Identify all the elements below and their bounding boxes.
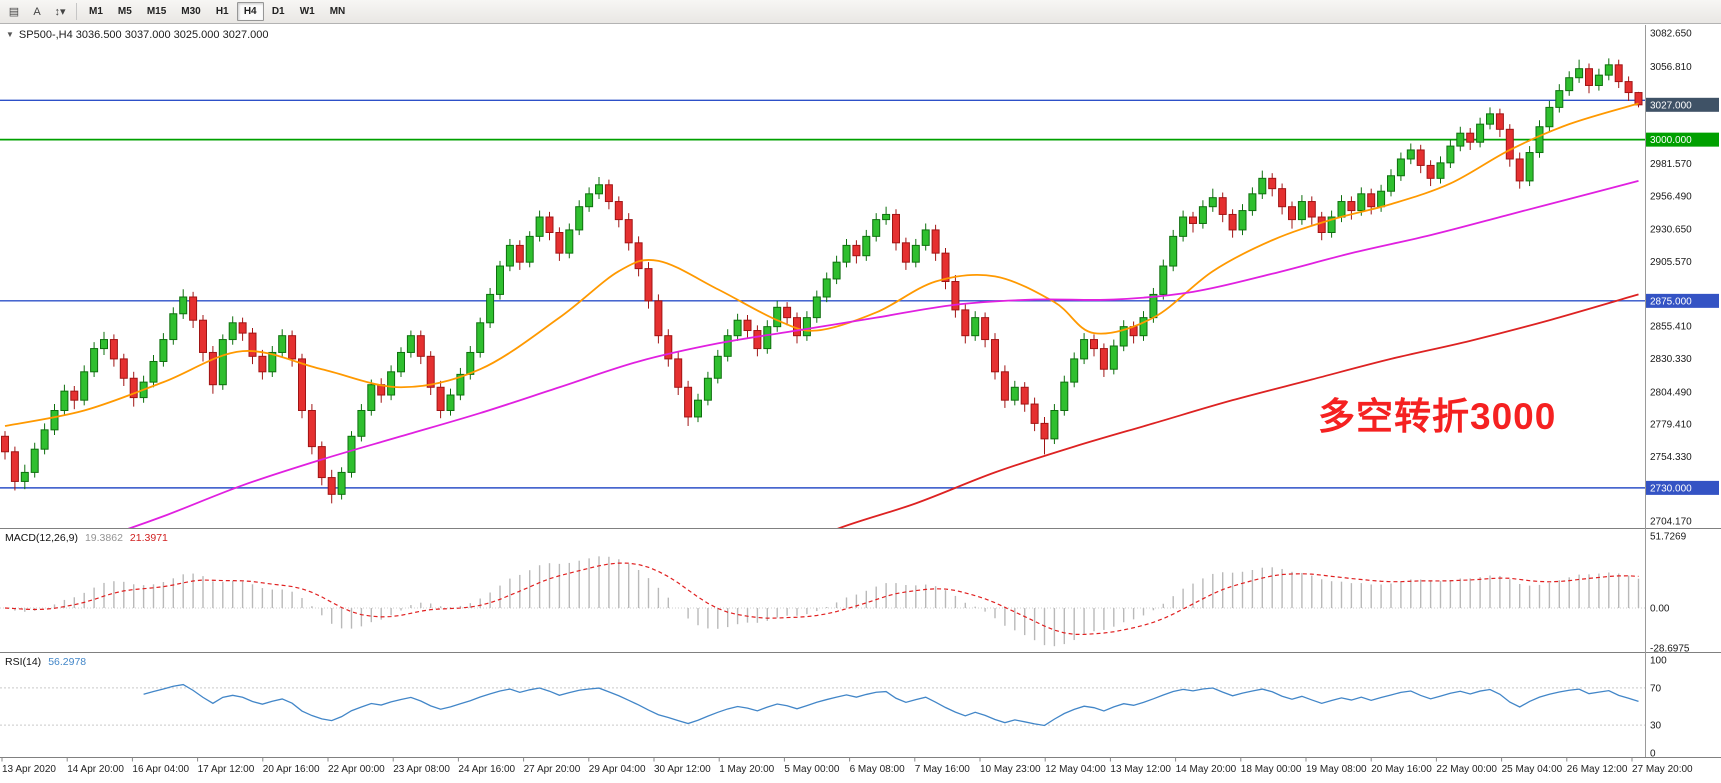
timeframe-H4[interactable]: H4 (236, 2, 264, 21)
svg-text:18 May 00:00: 18 May 00:00 (1241, 764, 1302, 775)
timeframe-M1[interactable]: M1 (82, 2, 110, 21)
svg-text:3027.000: 3027.000 (1650, 100, 1692, 111)
svg-text:12 May 04:00: 12 May 04:00 (1045, 764, 1106, 775)
svg-text:2830.330: 2830.330 (1650, 354, 1692, 365)
toolbar: ▤ A ↕▾ M1 M5 M15 M30 H1 H4 D1 W1 MN (0, 0, 1721, 24)
cursor-mode-icon[interactable]: A (26, 2, 48, 22)
moving-average-slow (837, 293, 1639, 528)
time-axis[interactable]: 13 Apr 2020 14 Apr 20:00 16 Apr 04:00 17 Ap… (1, 757, 1693, 776)
svg-text:2875.000: 2875.000 (1650, 296, 1692, 307)
svg-text:10 May 23:00: 10 May 23:00 (980, 764, 1041, 775)
svg-text:22 Apr 00:00: 22 Apr 00:00 (328, 764, 385, 775)
svg-text:5 May 00:00: 5 May 00:00 (784, 764, 839, 775)
svg-text:2704.170: 2704.170 (1650, 517, 1692, 528)
svg-text:26 May 12:00: 26 May 12:00 (1567, 764, 1628, 775)
macd-pane (4, 556, 1640, 647)
moving-average-mid (128, 180, 1639, 528)
svg-text:2730.000: 2730.000 (1650, 483, 1692, 494)
svg-text:6 May 08:00: 6 May 08:00 (850, 764, 905, 775)
svg-text:27 May 20:00: 27 May 20:00 (1632, 764, 1693, 775)
timeframe-H1[interactable]: H1 (209, 2, 236, 21)
horizontal-lines (0, 99, 1645, 489)
svg-text:17 Apr 12:00: 17 Apr 12:00 (198, 764, 255, 775)
svg-text:2779.410: 2779.410 (1650, 420, 1692, 431)
svg-text:0: 0 (1650, 749, 1656, 760)
svg-text:25 May 04:00: 25 May 04:00 (1502, 764, 1563, 775)
svg-text:14 May 20:00: 14 May 20:00 (1176, 764, 1237, 775)
svg-text:3082.650: 3082.650 (1650, 29, 1692, 40)
svg-text:2930.650: 2930.650 (1650, 225, 1692, 236)
svg-text:2956.490: 2956.490 (1650, 191, 1692, 202)
timeframe-MN[interactable]: MN (323, 2, 353, 21)
toolbar-separator (76, 3, 77, 20)
svg-text:23 Apr 08:00: 23 Apr 08:00 (393, 764, 450, 775)
timeframe-M30[interactable]: M30 (174, 2, 207, 21)
svg-text:16 Apr 04:00: 16 Apr 04:00 (132, 764, 189, 775)
macd-signal-line (4, 562, 1639, 636)
price-tag: 2875.000 (1646, 293, 1719, 308)
price-axis[interactable]: 3082.650 3056.810 2981.570 2956.490 2930.650… (1646, 29, 1719, 760)
price-tag: 3027.000 (1646, 97, 1719, 112)
svg-text:22 May 00:00: 22 May 00:00 (1436, 764, 1497, 775)
svg-text:14 Apr 20:00: 14 Apr 20:00 (67, 764, 124, 775)
svg-text:51.7269: 51.7269 (1650, 532, 1687, 543)
svg-text:2754.330: 2754.330 (1650, 452, 1692, 463)
svg-text:30 Apr 12:00: 30 Apr 12:00 (654, 764, 711, 775)
svg-text:1 May 20:00: 1 May 20:00 (719, 764, 774, 775)
price-tag: 2730.000 (1646, 480, 1719, 495)
svg-text:24 Apr 16:00: 24 Apr 16:00 (458, 764, 515, 775)
svg-text:70: 70 (1650, 683, 1662, 694)
svg-text:19 May 08:00: 19 May 08:00 (1306, 764, 1367, 775)
svg-text:30: 30 (1650, 721, 1662, 732)
svg-text:13 Apr 2020: 13 Apr 2020 (2, 764, 56, 775)
candles-layer (1, 58, 1643, 504)
svg-text:20 Apr 16:00: 20 Apr 16:00 (263, 764, 320, 775)
svg-text:2905.570: 2905.570 (1650, 257, 1692, 268)
svg-text:7 May 16:00: 7 May 16:00 (915, 764, 970, 775)
moving-average-fast (4, 102, 1639, 427)
timeframe-W1[interactable]: W1 (293, 2, 322, 21)
svg-text:27 Apr 20:00: 27 Apr 20:00 (524, 764, 581, 775)
scale-mode-icon[interactable]: ↕▾ (49, 2, 71, 22)
svg-text:-28.6975: -28.6975 (1650, 644, 1690, 655)
svg-text:2855.410: 2855.410 (1650, 322, 1692, 333)
svg-text:100: 100 (1650, 656, 1667, 667)
svg-text:3000.000: 3000.000 (1650, 135, 1692, 146)
timeframe-D1[interactable]: D1 (265, 2, 292, 21)
chart-type-icon[interactable]: ▤ (3, 2, 25, 22)
price-tag: 3000.000 (1646, 132, 1719, 147)
svg-text:20 May 16:00: 20 May 16:00 (1371, 764, 1432, 775)
timeframe-M15[interactable]: M15 (140, 2, 173, 21)
svg-text:2804.490: 2804.490 (1650, 387, 1692, 398)
timeframe-M5[interactable]: M5 (111, 2, 139, 21)
svg-text:3056.810: 3056.810 (1650, 62, 1692, 73)
svg-text:2981.570: 2981.570 (1650, 159, 1692, 170)
rsi-line (143, 683, 1639, 727)
svg-text:13 May 12:00: 13 May 12:00 (1110, 764, 1171, 775)
svg-text:0.00: 0.00 (1650, 604, 1670, 615)
svg-text:29 Apr 04:00: 29 Apr 04:00 (589, 764, 646, 775)
